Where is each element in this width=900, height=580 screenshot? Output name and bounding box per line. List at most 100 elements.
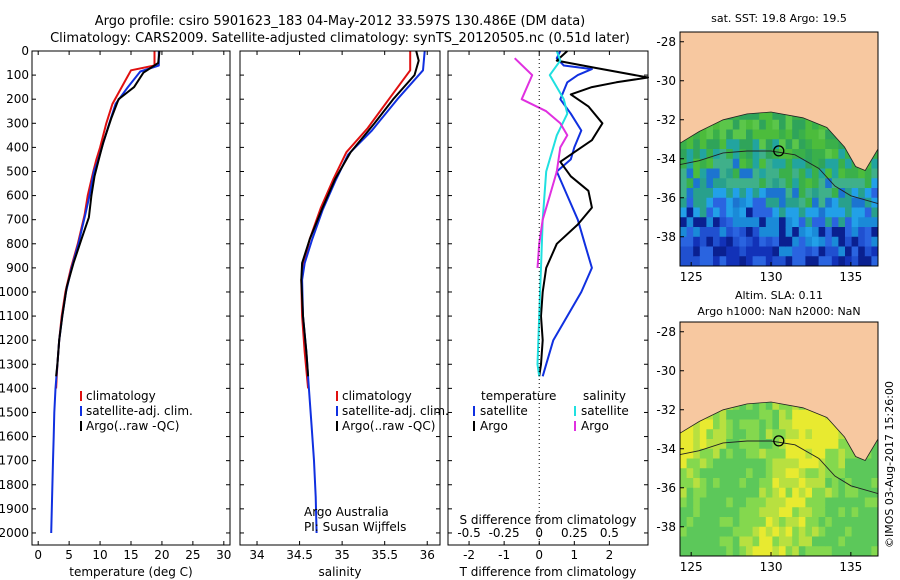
sea-cell bbox=[779, 236, 787, 248]
sea-cell bbox=[871, 178, 878, 189]
sea-cell bbox=[765, 439, 773, 450]
sea-cell bbox=[845, 158, 853, 170]
sea-cell bbox=[825, 256, 833, 266]
sea-cell bbox=[805, 256, 813, 266]
sea-cell bbox=[772, 400, 780, 411]
sea-cell bbox=[858, 227, 866, 238]
sea-cell bbox=[871, 448, 878, 460]
sea-cell bbox=[706, 188, 714, 199]
sea-cell bbox=[686, 507, 694, 518]
sea-cell bbox=[851, 497, 859, 508]
sea-cell bbox=[759, 458, 767, 469]
sea-cell bbox=[726, 178, 734, 189]
sea-cell bbox=[699, 178, 707, 189]
sea-cell bbox=[752, 429, 760, 440]
sea-cell bbox=[693, 439, 701, 450]
sea-cell bbox=[871, 217, 878, 228]
sea-cell bbox=[759, 139, 767, 150]
sea-cell bbox=[792, 439, 800, 450]
sea-cell bbox=[792, 517, 800, 528]
sea-cell bbox=[831, 429, 839, 440]
x2-tick-label: 0.25 bbox=[561, 526, 588, 540]
sea-cell bbox=[798, 149, 806, 160]
map-frame bbox=[679, 31, 879, 267]
sea-cell bbox=[838, 497, 846, 508]
sea-cell bbox=[858, 197, 866, 209]
sea-cell bbox=[825, 439, 833, 450]
y-tick-label: 200 bbox=[6, 92, 29, 106]
sea-cell bbox=[746, 236, 754, 248]
sea-cell bbox=[713, 409, 721, 421]
sea-cell bbox=[732, 119, 740, 131]
sea-cell bbox=[732, 139, 740, 150]
sea-cell bbox=[680, 507, 688, 518]
sea-cell bbox=[851, 227, 859, 238]
sea-cell bbox=[838, 246, 846, 257]
sea-cell bbox=[765, 256, 773, 266]
sea-cell bbox=[792, 468, 800, 479]
sea-cell bbox=[851, 458, 859, 469]
sea-cell bbox=[713, 129, 721, 140]
sea-cell bbox=[772, 119, 780, 131]
sea-cell bbox=[765, 188, 773, 199]
sea-cell bbox=[812, 129, 820, 140]
sea-cell bbox=[818, 468, 826, 479]
land-area bbox=[680, 322, 878, 462]
sea-cell bbox=[812, 526, 820, 538]
sea-cell bbox=[739, 168, 747, 179]
sea-cell bbox=[845, 536, 853, 547]
sea-cell bbox=[805, 536, 813, 547]
sea-cell bbox=[838, 227, 846, 238]
y-tick-label: -32 bbox=[656, 403, 676, 417]
sea-cell bbox=[805, 188, 813, 199]
series-line-salinity-satellite bbox=[536, 50, 569, 377]
sea-cell bbox=[752, 158, 760, 170]
sea-cell bbox=[752, 458, 760, 469]
sea-cell bbox=[792, 178, 800, 189]
sea-cell bbox=[759, 526, 767, 538]
sea-cell bbox=[699, 517, 707, 528]
sea-cell bbox=[825, 207, 833, 218]
sea-cell bbox=[858, 246, 866, 257]
sea-cell bbox=[699, 197, 707, 209]
sea-cell bbox=[812, 207, 820, 218]
sea-cell bbox=[779, 517, 787, 528]
y-tick-label: 900 bbox=[6, 261, 29, 275]
sea-cell bbox=[772, 458, 780, 469]
sea-cell bbox=[759, 536, 767, 547]
sea-cell bbox=[746, 409, 754, 421]
sea-cell bbox=[706, 227, 714, 238]
sea-cell bbox=[726, 256, 734, 266]
x-tick-label: 36 bbox=[420, 548, 435, 562]
sea-cell bbox=[726, 149, 734, 160]
sea-cell bbox=[798, 526, 806, 538]
sea-cell bbox=[792, 526, 800, 538]
sea-cell bbox=[779, 227, 787, 238]
sea-cell bbox=[746, 507, 754, 518]
sea-cell bbox=[686, 149, 694, 160]
sea-cell bbox=[772, 526, 780, 538]
sea-cell bbox=[785, 236, 793, 248]
sea-cell bbox=[792, 217, 800, 228]
sea-cell bbox=[851, 478, 859, 489]
sea-cell bbox=[719, 478, 727, 489]
sea-cell bbox=[765, 207, 773, 218]
sea-cell bbox=[785, 487, 793, 499]
sea-cell bbox=[732, 507, 740, 518]
sea-cell bbox=[785, 139, 793, 150]
sea-cell bbox=[772, 246, 780, 257]
sea-cell bbox=[759, 129, 767, 140]
y-tick-label: 1500 bbox=[0, 405, 29, 419]
sea-cell bbox=[851, 168, 859, 179]
sea-cell bbox=[686, 546, 694, 556]
sea-cell bbox=[818, 526, 826, 538]
sea-cell bbox=[713, 458, 721, 469]
sea-cell bbox=[851, 246, 859, 257]
figure-title-line2: Climatology: CARS2009. Satellite-adjuste… bbox=[50, 31, 630, 46]
sea-cell bbox=[838, 217, 846, 228]
x-tick-label: 35 bbox=[334, 548, 349, 562]
sea-cell bbox=[858, 507, 866, 518]
sea-cell bbox=[798, 448, 806, 460]
sea-cell bbox=[792, 448, 800, 460]
sea-cell bbox=[719, 507, 727, 518]
